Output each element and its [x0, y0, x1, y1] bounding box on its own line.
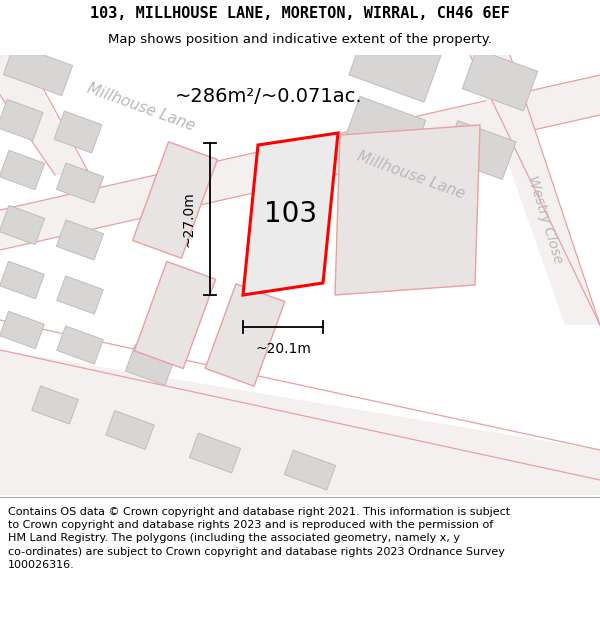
- Polygon shape: [0, 75, 600, 250]
- Polygon shape: [56, 163, 104, 203]
- Polygon shape: [57, 276, 103, 314]
- Polygon shape: [0, 311, 44, 349]
- Text: Contains OS data © Crown copyright and database right 2021. This information is : Contains OS data © Crown copyright and d…: [8, 507, 510, 570]
- Polygon shape: [56, 220, 104, 260]
- Polygon shape: [205, 284, 285, 386]
- Polygon shape: [284, 450, 335, 490]
- Polygon shape: [54, 111, 102, 153]
- Text: ~286m²/~0.071ac.: ~286m²/~0.071ac.: [175, 88, 362, 106]
- Polygon shape: [134, 261, 215, 369]
- Polygon shape: [4, 44, 73, 96]
- Polygon shape: [125, 344, 175, 386]
- Polygon shape: [57, 326, 103, 364]
- Polygon shape: [0, 206, 44, 244]
- Polygon shape: [133, 142, 217, 258]
- Polygon shape: [335, 125, 480, 295]
- Polygon shape: [0, 55, 90, 175]
- Text: 103: 103: [264, 200, 317, 228]
- Polygon shape: [462, 49, 538, 111]
- Polygon shape: [0, 99, 43, 141]
- Polygon shape: [349, 28, 441, 102]
- Polygon shape: [344, 96, 426, 164]
- Text: ~27.0m: ~27.0m: [181, 191, 195, 247]
- Polygon shape: [190, 433, 241, 473]
- Polygon shape: [444, 121, 516, 179]
- Polygon shape: [106, 411, 154, 449]
- Polygon shape: [0, 151, 44, 189]
- Text: 103, MILLHOUSE LANE, MORETON, WIRRAL, CH46 6EF: 103, MILLHOUSE LANE, MORETON, WIRRAL, CH…: [90, 6, 510, 21]
- Polygon shape: [0, 320, 600, 495]
- Text: Westry Close: Westry Close: [525, 174, 565, 266]
- Text: ~20.1m: ~20.1m: [255, 342, 311, 356]
- Polygon shape: [0, 261, 44, 299]
- Text: Millhouse Lane: Millhouse Lane: [85, 81, 197, 134]
- Text: Millhouse Lane: Millhouse Lane: [355, 149, 467, 201]
- Polygon shape: [32, 386, 78, 424]
- Polygon shape: [243, 133, 338, 295]
- Text: Map shows position and indicative extent of the property.: Map shows position and indicative extent…: [108, 33, 492, 46]
- Polygon shape: [470, 55, 600, 325]
